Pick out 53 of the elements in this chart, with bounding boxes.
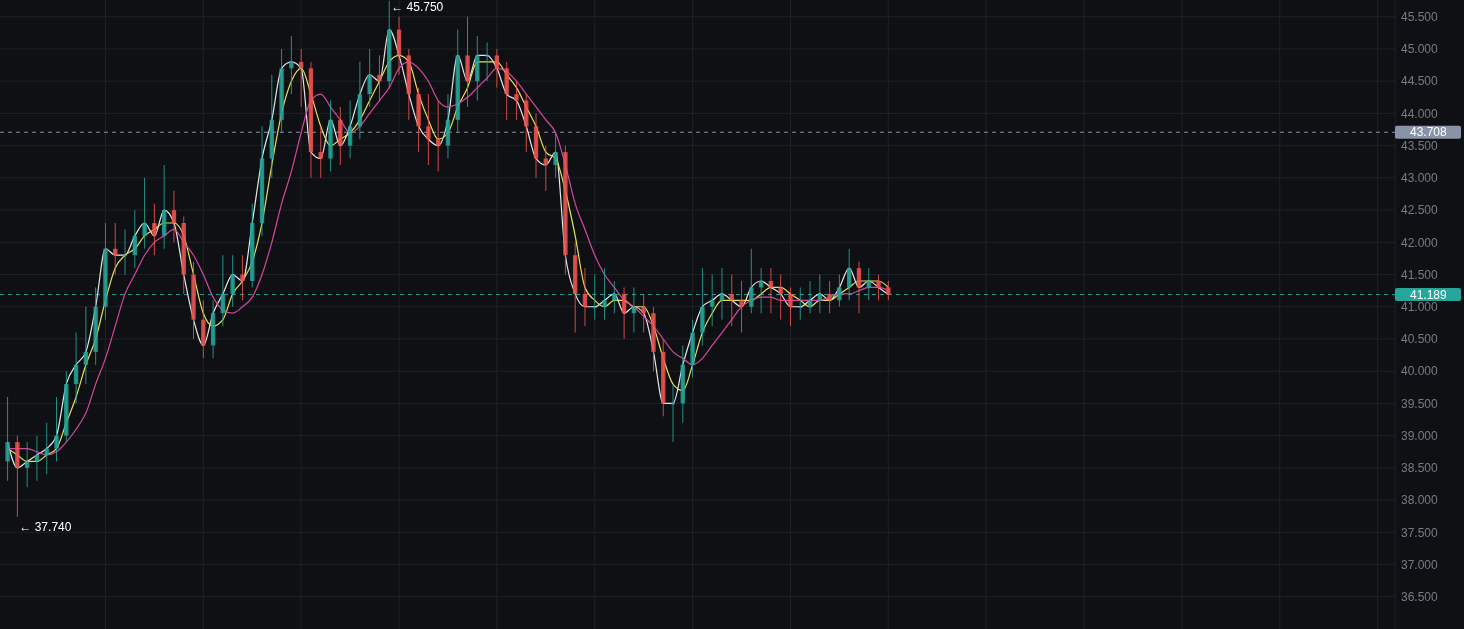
candlestick: [318, 125, 323, 179]
candlestick: [886, 280, 891, 301]
y-tick-label: 44.500: [1401, 74, 1439, 89]
annotation: ← 45.750: [391, 0, 444, 14]
candlestick: [24, 441, 30, 488]
candlestick: [484, 42, 490, 82]
ref-line-label: 43.708: [1410, 125, 1448, 140]
y-tick-label: 43.000: [1401, 171, 1439, 186]
y-tick-label: 41.000: [1401, 299, 1439, 314]
candlestick: [788, 286, 793, 327]
y-tick-label: 38.500: [1401, 461, 1439, 476]
candlestick: [837, 274, 842, 308]
y-tick-label: 36.500: [1401, 589, 1439, 604]
candlestick: [240, 254, 245, 301]
candlestick: [347, 100, 353, 160]
candlestick: [152, 203, 157, 256]
candlestick: [289, 35, 294, 95]
candlestick: [827, 280, 832, 314]
candlestick: [435, 100, 441, 172]
candlestick: [426, 93, 431, 166]
candlestick: [876, 274, 881, 301]
candlestick: [83, 306, 89, 385]
y-tick-label: 41.500: [1401, 267, 1439, 282]
candlestick: [670, 383, 676, 443]
candlestick: [514, 80, 519, 121]
candlestick: [367, 48, 372, 108]
y-tick-label: 44.000: [1401, 106, 1439, 121]
y-tick-label: 45.500: [1401, 9, 1439, 24]
candlestick: [582, 267, 588, 327]
ref-line-label: 41.189: [1410, 287, 1448, 302]
annotation: ← 37.740: [19, 519, 72, 534]
candlestick: [553, 132, 558, 179]
y-tick-label: 43.500: [1401, 138, 1439, 153]
y-tick-label: 37.500: [1401, 525, 1439, 540]
candlestick: [778, 274, 783, 321]
candlestick: [494, 48, 500, 89]
candlestick: [5, 396, 10, 482]
candlestick: [142, 177, 147, 250]
y-tick-label: 37.000: [1401, 557, 1439, 572]
candlestick: [122, 228, 128, 276]
y-tick-label: 40.500: [1401, 332, 1439, 347]
candlestick: [641, 293, 646, 334]
candlestick: [54, 396, 59, 462]
candlestick: [377, 54, 382, 102]
y-tick-label: 38.000: [1401, 493, 1439, 508]
y-tick-label: 39.000: [1401, 428, 1439, 443]
y-tick-label: 45.000: [1401, 42, 1439, 57]
y-tick-label: 42.500: [1401, 203, 1439, 218]
y-tick-label: 42.000: [1401, 235, 1439, 250]
candlestick: [739, 280, 744, 334]
y-tick-label: 39.500: [1401, 396, 1439, 411]
y-tick-label: 40.000: [1401, 364, 1439, 379]
candlestick: [171, 190, 177, 243]
